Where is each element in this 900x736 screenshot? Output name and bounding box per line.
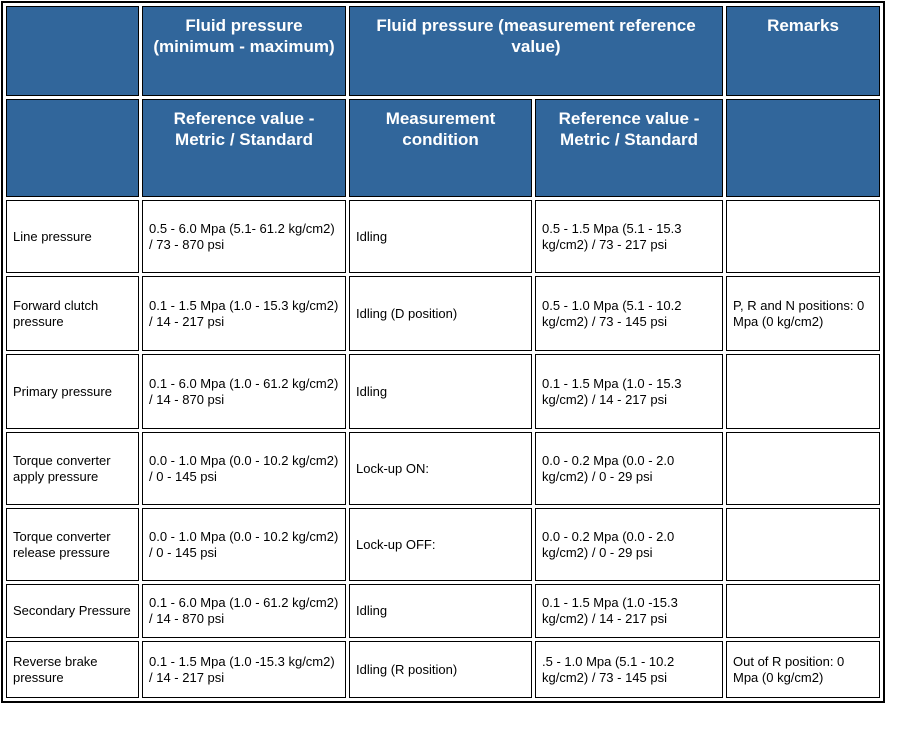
ref-measurement-value: 0.0 - 0.2 Mpa (0.0 - 2.0 kg/cm2) / 0 - 2… <box>535 508 723 581</box>
ref-measurement-value: 0.5 - 1.0 Mpa (5.1 - 10.2 kg/cm2) / 73 -… <box>535 276 723 351</box>
remarks-value <box>726 508 880 581</box>
header-remarks-sub <box>726 99 880 197</box>
remarks-value <box>726 200 880 273</box>
row-label: Torque converter release pressure <box>6 508 139 581</box>
row-label: Torque converter apply pressure <box>6 432 139 505</box>
measurement-condition-value: Lock-up ON: <box>349 432 532 505</box>
measurement-condition-value: Idling <box>349 200 532 273</box>
ref-min-max-value: 0.0 - 1.0 Mpa (0.0 - 10.2 kg/cm2) / 0 - … <box>142 508 346 581</box>
remarks-value: P, R and N positions: 0 Mpa (0 kg/cm2) <box>726 276 880 351</box>
ref-measurement-value: .5 - 1.0 Mpa (5.1 - 10.2 kg/cm2) / 73 - … <box>535 641 723 698</box>
ref-min-max-value: 0.5 - 6.0 Mpa (5.1- 61.2 kg/cm2) / 73 - … <box>142 200 346 273</box>
fluid-pressure-table: Fluid pressure (minimum - maximum) Fluid… <box>1 1 885 703</box>
row-label: Primary pressure <box>6 354 139 429</box>
row-label: Secondary Pressure <box>6 584 139 638</box>
table-row: Line pressure 0.5 - 6.0 Mpa (5.1- 61.2 k… <box>6 200 880 273</box>
table-row: Torque converter apply pressure 0.0 - 1.… <box>6 432 880 505</box>
table-row: Reverse brake pressure 0.1 - 1.5 Mpa (1.… <box>6 641 880 698</box>
measurement-condition-value: Idling <box>349 354 532 429</box>
measurement-condition-value: Idling (D position) <box>349 276 532 351</box>
ref-min-max-value: 0.1 - 1.5 Mpa (1.0 - 15.3 kg/cm2) / 14 -… <box>142 276 346 351</box>
table-row: Primary pressure 0.1 - 6.0 Mpa (1.0 - 61… <box>6 354 880 429</box>
header-measurement-condition: Measurement condition <box>349 99 532 197</box>
header-reference-value-2: Reference value - Metric / Standard <box>535 99 723 197</box>
measurement-condition-value: Lock-up OFF: <box>349 508 532 581</box>
header-row-2: Reference value - Metric / Standard Meas… <box>6 99 880 197</box>
header-remarks: Remarks <box>726 6 880 96</box>
ref-min-max-value: 0.1 - 6.0 Mpa (1.0 - 61.2 kg/cm2) / 14 -… <box>142 584 346 638</box>
measurement-condition-value: Idling <box>349 584 532 638</box>
ref-measurement-value: 0.1 - 1.5 Mpa (1.0 - 15.3 kg/cm2) / 14 -… <box>535 354 723 429</box>
ref-measurement-value: 0.5 - 1.5 Mpa (5.1 - 15.3 kg/cm2) / 73 -… <box>535 200 723 273</box>
remarks-value <box>726 432 880 505</box>
measurement-condition-value: Idling (R position) <box>349 641 532 698</box>
ref-measurement-value: 0.0 - 0.2 Mpa (0.0 - 2.0 kg/cm2) / 0 - 2… <box>535 432 723 505</box>
ref-min-max-value: 0.0 - 1.0 Mpa (0.0 - 10.2 kg/cm2) / 0 - … <box>142 432 346 505</box>
ref-min-max-value: 0.1 - 1.5 Mpa (1.0 -15.3 kg/cm2) / 14 - … <box>142 641 346 698</box>
remarks-value: Out of R position: 0 Mpa (0 kg/cm2) <box>726 641 880 698</box>
header-fluid-pressure-min-max: Fluid pressure (minimum - maximum) <box>142 6 346 96</box>
header-row-1: Fluid pressure (minimum - maximum) Fluid… <box>6 6 880 96</box>
ref-measurement-value: 0.1 - 1.5 Mpa (1.0 -15.3 kg/cm2) / 14 - … <box>535 584 723 638</box>
remarks-value <box>726 584 880 638</box>
header-reference-value-1: Reference value - Metric / Standard <box>142 99 346 197</box>
ref-min-max-value: 0.1 - 6.0 Mpa (1.0 - 61.2 kg/cm2) / 14 -… <box>142 354 346 429</box>
row-label: Reverse brake pressure <box>6 641 139 698</box>
header-corner-cell-2 <box>6 99 139 197</box>
header-corner-cell <box>6 6 139 96</box>
row-label: Forward clutch pressure <box>6 276 139 351</box>
table-row: Torque converter release pressure 0.0 - … <box>6 508 880 581</box>
row-label: Line pressure <box>6 200 139 273</box>
header-fluid-pressure-measurement: Fluid pressure (measurement reference va… <box>349 6 723 96</box>
table-row: Secondary Pressure 0.1 - 6.0 Mpa (1.0 - … <box>6 584 880 638</box>
remarks-value <box>726 354 880 429</box>
table-row: Forward clutch pressure 0.1 - 1.5 Mpa (1… <box>6 276 880 351</box>
